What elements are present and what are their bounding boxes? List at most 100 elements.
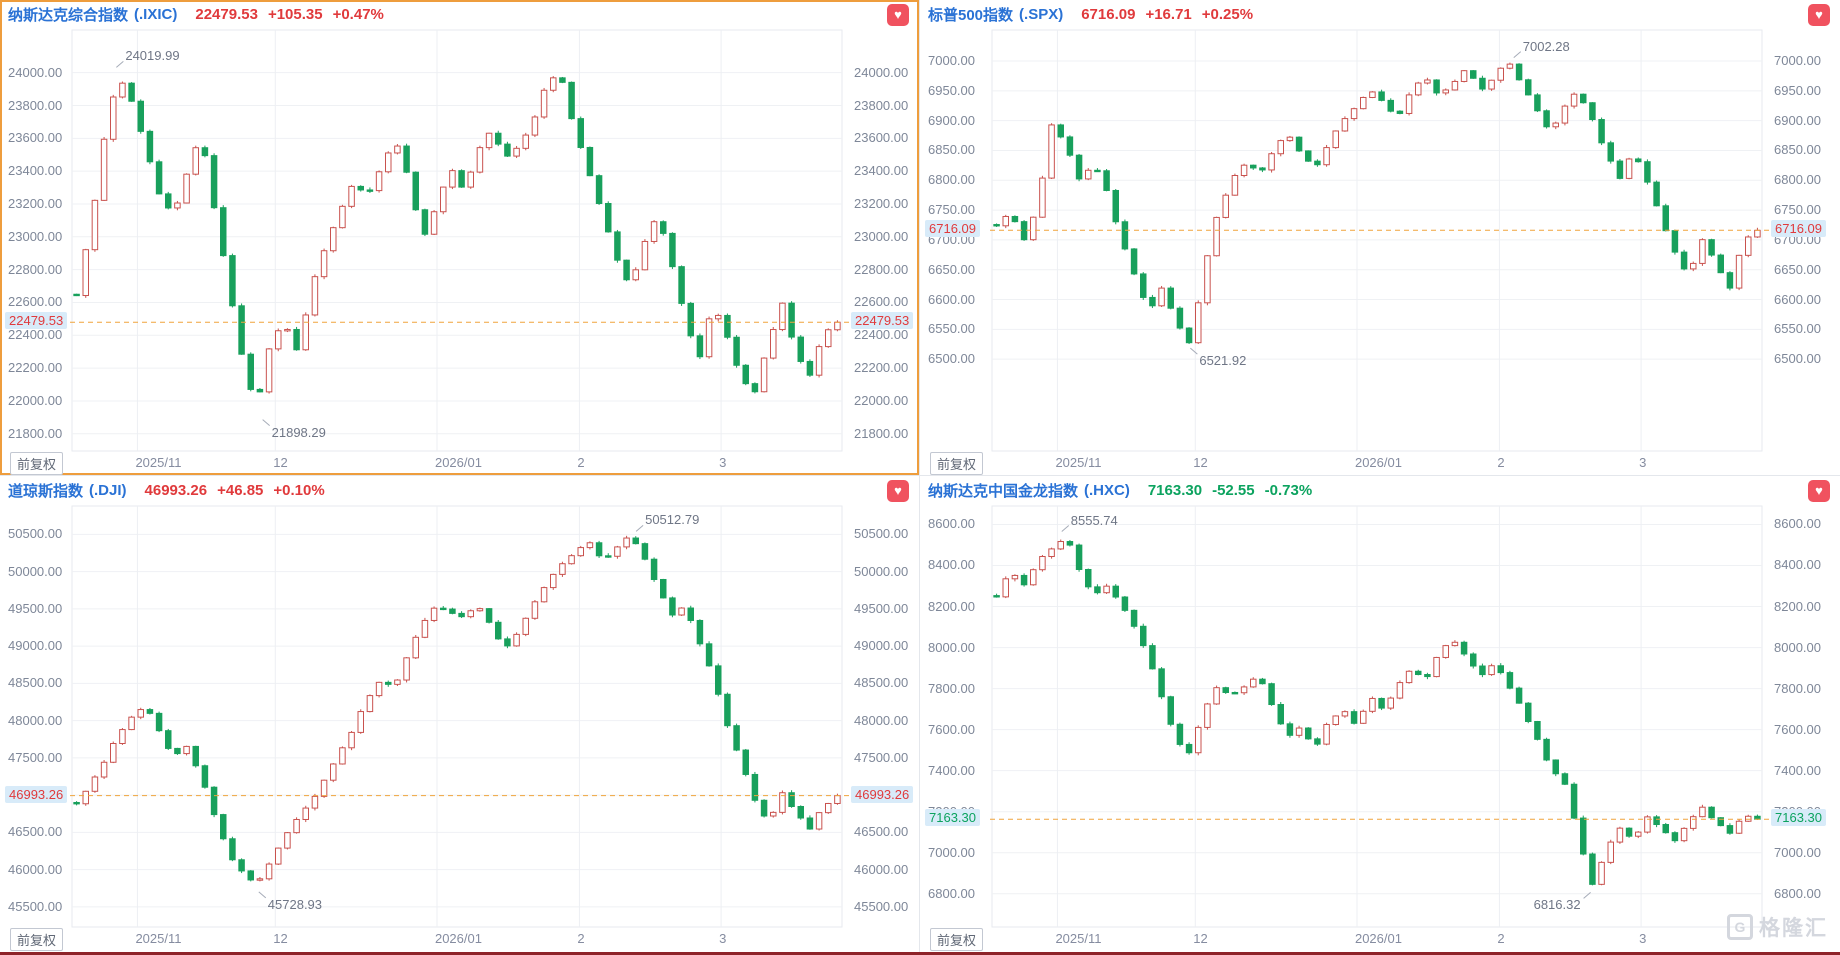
y-axis-label: 47500.00	[8, 749, 63, 765]
y-axis-label: 8000.00	[928, 639, 975, 655]
y-axis-label: 7400.00	[1774, 762, 1821, 778]
favorite-button[interactable]: ♥	[1808, 480, 1830, 502]
x-axis-label: 3	[719, 455, 727, 470]
y-axis-label: 49000.00	[854, 638, 909, 654]
low-price-annotation: 21898.29	[271, 424, 326, 440]
y-axis-label: 23200.00	[8, 195, 63, 211]
y-axis-label: 6900.00	[1774, 112, 1821, 128]
x-axis-label: 12	[273, 931, 288, 946]
y-axis-label: 8600.00	[928, 516, 975, 532]
index-title: 纳斯达克综合指数	[8, 6, 129, 24]
high-price-annotation: 24019.99	[125, 48, 180, 64]
index-price: 7163.30	[1147, 481, 1203, 499]
index-change-percent: +0.47%	[332, 5, 384, 23]
heart-icon: ♥	[894, 7, 902, 22]
panel-sp500[interactable]: 标普500指数 (.SPX) 6716.09 +16.71 +0.25% ♥ 前…	[920, 0, 1840, 476]
high-price-annotation: 7002.28	[1522, 38, 1570, 54]
index-change-percent: +0.25%	[1201, 5, 1254, 23]
favorite-button[interactable]: ♥	[887, 480, 909, 502]
current-price-tag: 7163.30	[1771, 809, 1826, 827]
y-axis-label: 6500.00	[928, 351, 975, 367]
adjust-mode-button[interactable]: 前复权	[930, 452, 984, 475]
index-code: (.DJI)	[89, 481, 127, 499]
panel-dow-jones[interactable]: 道琼斯指数 (.DJI) 46993.26 +46.85 +0.10% ♥ 前复…	[0, 476, 920, 952]
watermark-text: 格隆汇	[1759, 917, 1828, 940]
candlestick-chart[interactable]	[920, 476, 1840, 952]
adjust-mode-button[interactable]: 前复权	[10, 452, 64, 475]
x-axis-label: 2026/01	[1354, 455, 1402, 470]
y-axis-label: 6800.00	[1774, 885, 1821, 901]
y-axis-label: 48000.00	[854, 712, 909, 728]
y-axis-label: 49500.00	[854, 600, 909, 616]
y-axis-label: 24000.00	[854, 64, 909, 80]
index-code: (.IXIC)	[134, 5, 178, 23]
panel-header: 标普500指数 (.SPX) 6716.09 +16.71 +0.25% ♥	[920, 0, 1840, 28]
low-price-annotation: 6521.92	[1199, 353, 1247, 369]
y-axis-label: 22200.00	[8, 360, 63, 376]
y-axis-label: 6600.00	[928, 291, 975, 307]
y-axis-label: 48000.00	[8, 712, 63, 728]
adjust-mode-button[interactable]: 前复权	[930, 928, 984, 951]
y-axis-label: 7600.00	[1774, 721, 1821, 737]
y-axis-label: 23400.00	[8, 163, 63, 179]
x-axis-label: 2025/11	[1055, 931, 1102, 946]
x-axis-label: 12	[1193, 931, 1208, 946]
favorite-button[interactable]: ♥	[1808, 4, 1830, 26]
panel-header: 纳斯达克综合指数 (.IXIC) 22479.53 +105.35 +0.47%…	[0, 0, 919, 28]
y-axis-label: 6850.00	[1774, 142, 1821, 158]
y-axis-label: 49000.00	[8, 638, 63, 654]
x-axis-label: 12	[273, 455, 288, 470]
y-axis-label: 6600.00	[1774, 291, 1821, 307]
y-axis-label: 6650.00	[1774, 261, 1821, 277]
x-axis-label: 3	[1639, 931, 1647, 946]
index-change: +105.35	[267, 5, 323, 23]
y-axis-label: 6950.00	[928, 82, 975, 98]
y-axis-label: 7800.00	[1774, 680, 1821, 696]
y-axis-label: 6800.00	[928, 885, 975, 901]
y-axis-label: 22600.00	[8, 294, 63, 310]
candlestick-chart[interactable]	[920, 0, 1840, 476]
y-axis-label: 45500.00	[8, 898, 63, 914]
x-axis-label: 12	[1193, 455, 1208, 470]
y-axis-label: 50500.00	[8, 526, 63, 542]
y-axis-label: 22800.00	[8, 261, 63, 277]
heart-icon: ♥	[894, 483, 902, 498]
y-axis-label: 48500.00	[8, 675, 63, 691]
favorite-button[interactable]: ♥	[887, 4, 909, 26]
index-change-percent: +0.10%	[273, 481, 325, 499]
adjust-mode-button[interactable]: 前复权	[10, 928, 64, 951]
y-axis-label: 24000.00	[8, 64, 63, 80]
y-axis-label: 8400.00	[928, 557, 975, 573]
current-price-tag: 22479.53	[851, 312, 914, 330]
bottom-edge-strip	[0, 952, 1840, 955]
x-axis-label: 2026/01	[434, 455, 482, 470]
high-price-annotation: 50512.79	[645, 512, 700, 528]
y-axis-label: 7400.00	[928, 762, 975, 778]
panel-header: 纳斯达克中国金龙指数 (.HXC) 7163.30 -52.55 -0.73% …	[920, 476, 1840, 504]
y-axis-label: 6550.00	[928, 321, 975, 337]
y-axis-label: 8400.00	[1774, 557, 1821, 573]
x-axis-label: 3	[719, 931, 727, 946]
y-axis-label: 22400.00	[854, 327, 909, 343]
y-axis-label: 6550.00	[1774, 321, 1821, 337]
panel-nasdaq-composite[interactable]: 纳斯达克综合指数 (.IXIC) 22479.53 +105.35 +0.47%…	[0, 0, 920, 476]
low-price-annotation: 6816.32	[1533, 897, 1581, 913]
x-axis-label: 2025/11	[135, 455, 182, 470]
y-axis-label: 22000.00	[854, 392, 909, 408]
y-axis-label: 22800.00	[854, 261, 909, 277]
index-price: 46993.26	[144, 481, 208, 499]
y-axis-label: 8200.00	[1774, 598, 1821, 614]
gelonghui-logo-icon: G	[1727, 914, 1753, 940]
y-axis-label: 23800.00	[854, 97, 909, 113]
current-price-tag: 22479.53	[5, 312, 68, 330]
candlestick-chart[interactable]	[0, 0, 920, 476]
panel-china-golden-dragon[interactable]: 纳斯达克中国金龙指数 (.HXC) 7163.30 -52.55 -0.73% …	[920, 476, 1840, 952]
index-change: -52.55	[1212, 481, 1255, 499]
y-axis-label: 22000.00	[8, 392, 63, 408]
current-price-tag: 7163.30	[925, 809, 980, 827]
candlestick-chart[interactable]	[0, 476, 920, 952]
x-axis-label: 2025/11	[135, 931, 182, 946]
y-axis-label: 8600.00	[1774, 516, 1821, 532]
x-axis-label: 2	[1497, 455, 1505, 470]
